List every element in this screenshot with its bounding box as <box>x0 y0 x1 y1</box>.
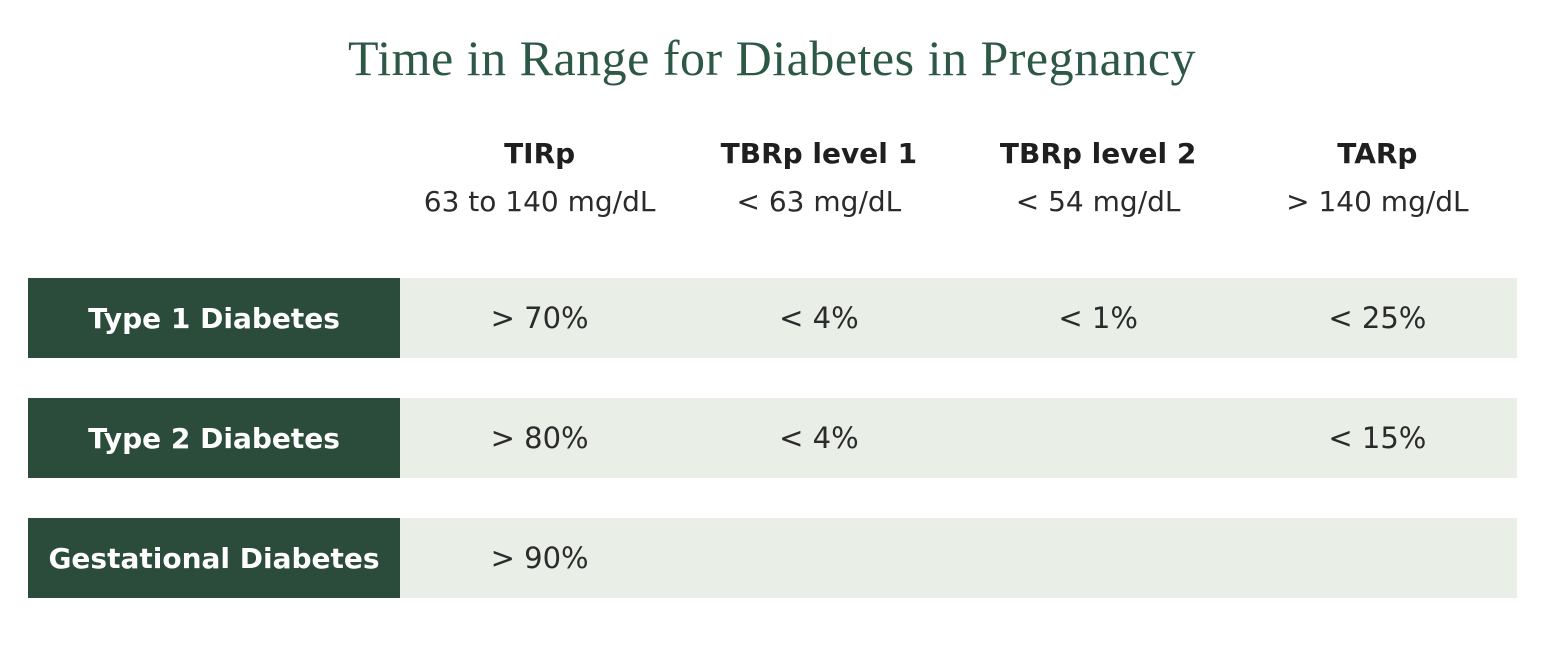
column-subtitle: < 54 mg/dL <box>1015 185 1181 218</box>
value-cell <box>958 518 1238 598</box>
table-row-type-1-diabetes: Type 1 Diabetes > 70% < 4% < 1% < 25% <box>28 278 1517 358</box>
row-header: Type 1 Diabetes <box>28 278 400 358</box>
page-title: Time in Range for Diabetes in Pregnancy <box>347 30 1197 86</box>
row-header: Type 2 Diabetes <box>28 398 400 478</box>
column-title: TIRp <box>504 137 576 170</box>
column-subtitle: < 63 mg/dL <box>736 185 902 218</box>
value-cell: < 25% <box>1237 278 1517 358</box>
value-cell: > 80% <box>400 398 680 478</box>
table-header-row: TIRp 63 to 140 mg/dL TBRp level 1 < 63 m… <box>28 136 1517 220</box>
row-header: Gestational Diabetes <box>28 518 400 598</box>
column-header-tbrp-level-1: TBRp level 1 < 63 mg/dL <box>679 136 958 220</box>
value-cell: > 90% <box>400 518 680 598</box>
column-header-tirp: TIRp 63 to 140 mg/dL <box>400 136 679 220</box>
column-title: TBRp level 1 <box>720 137 918 170</box>
value-cell: < 15% <box>1237 398 1517 478</box>
value-cell <box>958 398 1238 478</box>
table-row-type-2-diabetes: Type 2 Diabetes > 80% < 4% < 15% <box>28 398 1517 478</box>
value-cell: > 70% <box>400 278 680 358</box>
column-header-tarp: TARp > 140 mg/dL <box>1238 136 1517 220</box>
table-row-gestational-diabetes: Gestational Diabetes > 90% <box>28 518 1517 598</box>
value-cell: < 4% <box>679 398 959 478</box>
value-cell: < 4% <box>679 278 959 358</box>
value-cell <box>1237 518 1517 598</box>
time-in-range-table: TIRp 63 to 140 mg/dL TBRp level 1 < 63 m… <box>28 136 1517 598</box>
header-spacer <box>28 136 400 220</box>
column-header-tbrp-level-2: TBRp level 2 < 54 mg/dL <box>959 136 1238 220</box>
column-subtitle: > 140 mg/dL <box>1286 185 1469 218</box>
value-cell: < 1% <box>958 278 1238 358</box>
column-title: TBRp level 2 <box>999 137 1197 170</box>
column-subtitle: 63 to 140 mg/dL <box>423 185 656 218</box>
table-body: Type 1 Diabetes > 70% < 4% < 1% < 25% Ty… <box>28 278 1517 598</box>
column-title: TARp <box>1337 137 1418 170</box>
value-cell <box>679 518 959 598</box>
